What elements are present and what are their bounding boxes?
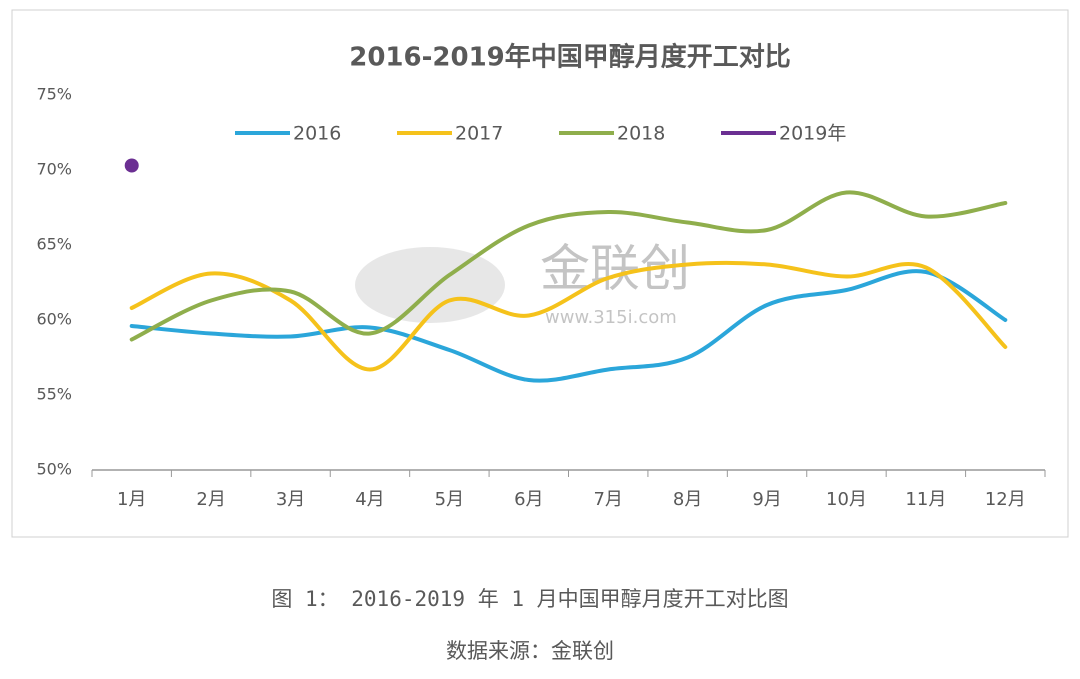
chart-title: 2016-2019年中国甲醇月度开工对比: [349, 42, 791, 73]
x-tick-label: 5月: [435, 489, 464, 510]
x-tick-label: 7月: [593, 489, 622, 510]
y-tick-label: 60%: [36, 310, 72, 329]
legend-label: 2019年: [779, 123, 846, 145]
y-tick-label: 55%: [36, 385, 72, 404]
x-tick-label: 4月: [355, 489, 384, 510]
data-point: [124, 158, 139, 173]
caption: 图 1： 2016-2019 年 1 月中国甲醇月度开工对比图: [271, 587, 788, 611]
x-tick-label: 2月: [196, 489, 225, 510]
x-tick-label: 8月: [673, 489, 702, 510]
watermark-url: www.315i.com: [545, 307, 677, 328]
y-tick-label: 75%: [36, 85, 72, 104]
source: 数据来源：金联创: [446, 639, 614, 663]
watermark-logo: [355, 247, 505, 323]
x-tick-label: 9月: [752, 489, 781, 510]
series-line: [129, 190, 1008, 342]
x-tick-label: 11月: [905, 489, 946, 510]
watermark-text: 金联创: [540, 240, 690, 298]
legend-label: 2018: [617, 123, 665, 145]
legend-label: 2016: [293, 123, 341, 145]
y-tick-label: 65%: [36, 235, 72, 254]
x-tick-label: 3月: [276, 489, 305, 510]
series-line: [129, 269, 1008, 383]
x-tick-label: 6月: [514, 489, 543, 510]
series-line: [129, 260, 1008, 372]
y-tick-label: 70%: [36, 160, 72, 179]
x-tick-label: 10月: [826, 489, 867, 510]
y-tick-label: 50%: [36, 460, 72, 479]
x-tick-label: 1月: [117, 489, 146, 510]
x-tick-label: 12月: [985, 489, 1026, 510]
legend-label: 2017: [455, 123, 503, 145]
